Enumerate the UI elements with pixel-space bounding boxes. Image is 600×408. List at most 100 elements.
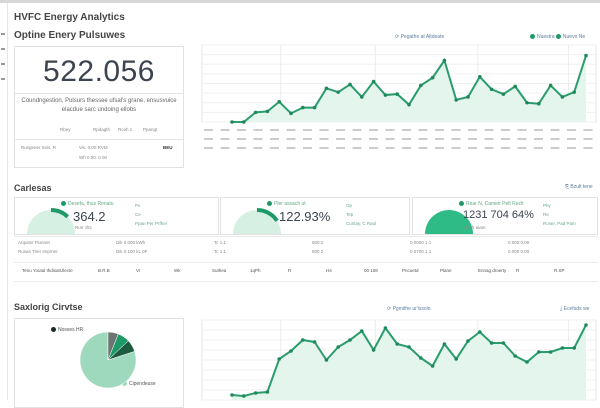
data-point (348, 82, 352, 87)
axis-tick-label (220, 147, 230, 149)
summary-cell: Pncuetd (402, 268, 419, 273)
data-point (265, 390, 270, 394)
axis-tick-label (435, 147, 444, 149)
data-point (312, 105, 317, 110)
axis-tick-label (484, 129, 494, 131)
gauge-track (425, 210, 473, 234)
axis-tick-label (402, 129, 411, 131)
pie-slice (107, 340, 135, 361)
data-point (371, 348, 376, 352)
axis-tick-label (303, 129, 312, 131)
axis-tick-label (567, 147, 576, 149)
kpi-card: 522.056 Coundngestion, Pulsurs thessee u… (14, 46, 184, 168)
axis-tick-label (451, 147, 461, 149)
axis-tick-label (468, 147, 477, 149)
kpi-description: Coundngestion, Pulsurs thessee ufsal's g… (21, 98, 177, 113)
axis-tick-label (583, 147, 593, 149)
bottom-chart-link[interactable]: ⤓ Ecefuds we (560, 306, 590, 312)
data-point (312, 340, 317, 344)
axis-tick-label (385, 129, 395, 131)
bottom-chart-legend-center: ⟳ Pgmithe ur'issoin (387, 306, 431, 312)
summary-cell: R (516, 268, 520, 273)
axis-tick-label (352, 147, 362, 149)
data-point (242, 120, 246, 124)
axis-tick-label (583, 129, 593, 131)
summary-cell: Vr (136, 268, 141, 273)
axis-tick-label (220, 129, 230, 131)
summary-cell: R (288, 268, 292, 273)
data-point (277, 99, 281, 104)
top-chart-legend[interactable]: Nuestra Nuevo Ne (530, 34, 585, 40)
axis-tick-label (567, 138, 576, 140)
axis-tick-label (237, 138, 246, 140)
data-point (324, 86, 329, 91)
data-point (419, 83, 423, 88)
kpi-value: 522.056 (43, 55, 155, 88)
kpi-meta-0: Rbey (60, 127, 71, 132)
kpi-footer-badge: BEU (163, 145, 173, 150)
gauge-item: Op (346, 203, 353, 208)
summary-cell: 1qPh (250, 268, 261, 273)
axis-tick-label (253, 129, 263, 131)
table-cell: Dik 0.000 kWh (116, 240, 146, 245)
table-cell: 0.0000 1.1 (410, 240, 432, 245)
table-cell: 0.0700 1.1 (410, 249, 432, 254)
axis-tick-label (237, 129, 246, 131)
gauge-label: Desefa, thus Renatu (61, 201, 114, 207)
data-point (584, 53, 588, 58)
gauge-arc (256, 208, 279, 223)
table-cell: 500 2 (312, 240, 324, 245)
sidebar[interactable] (0, 3, 8, 400)
bottom-line-chart (201, 319, 597, 401)
data-point (301, 105, 305, 110)
axis-tick-label (501, 147, 510, 149)
axis-tick-label (583, 138, 593, 140)
data-point (478, 74, 482, 79)
data-point (572, 90, 576, 94)
axis-tick-label (220, 138, 230, 140)
axis-tick-label (336, 138, 345, 140)
axis-tick-label (418, 147, 428, 149)
axis-tick-label (319, 147, 329, 149)
gauge-arc (50, 208, 70, 219)
gauge-track (233, 210, 281, 234)
section-link[interactable]: ⎘ Bzult tene (565, 184, 593, 190)
data-point (572, 346, 576, 350)
axis-tick-label (451, 129, 461, 131)
data-point (230, 120, 234, 124)
pie-chart (79, 331, 137, 389)
axis-tick-label (484, 138, 494, 140)
axis-tick-label (253, 147, 263, 149)
data-point (560, 95, 565, 99)
gauge (425, 210, 473, 234)
kpi-meta-1: Rpdagth (93, 127, 111, 132)
data-point (454, 98, 459, 102)
axis-tick-label (402, 138, 411, 140)
table-row (14, 236, 598, 258)
axis-tick-label (501, 129, 510, 131)
axis-tick-label (204, 138, 213, 140)
axis-tick-label (468, 138, 477, 140)
gauge-card: Desefa, thus Renatu 364.2 Rurr zlts Pv Ce… (14, 197, 219, 235)
data-point (348, 338, 352, 342)
axis-tick-label (336, 129, 345, 131)
axis-tick-label (319, 129, 329, 131)
summary-cell: Wk (174, 268, 181, 273)
axis-tick-label (550, 129, 560, 131)
axis-tick-label (385, 147, 395, 149)
data-point (395, 342, 399, 346)
axis-tick-label (550, 147, 560, 149)
summary-cell: Tenu Youtal Ihdisat (22, 268, 60, 273)
data-point (336, 90, 340, 94)
window-top-bar (0, 0, 600, 3)
data-point (454, 357, 459, 361)
table-cell: Rusas Ther Impmer (18, 249, 58, 254)
data-point (513, 84, 517, 89)
axis-tick-label (435, 129, 444, 131)
gauge-value: 364.2 (73, 209, 106, 224)
pie-card: Nosses HR Cipendeuse (14, 318, 184, 408)
table-cell: 500 2 (312, 249, 324, 254)
gauge (27, 208, 75, 234)
axis-tick-label (270, 129, 279, 131)
axis-tick-label (418, 129, 428, 131)
